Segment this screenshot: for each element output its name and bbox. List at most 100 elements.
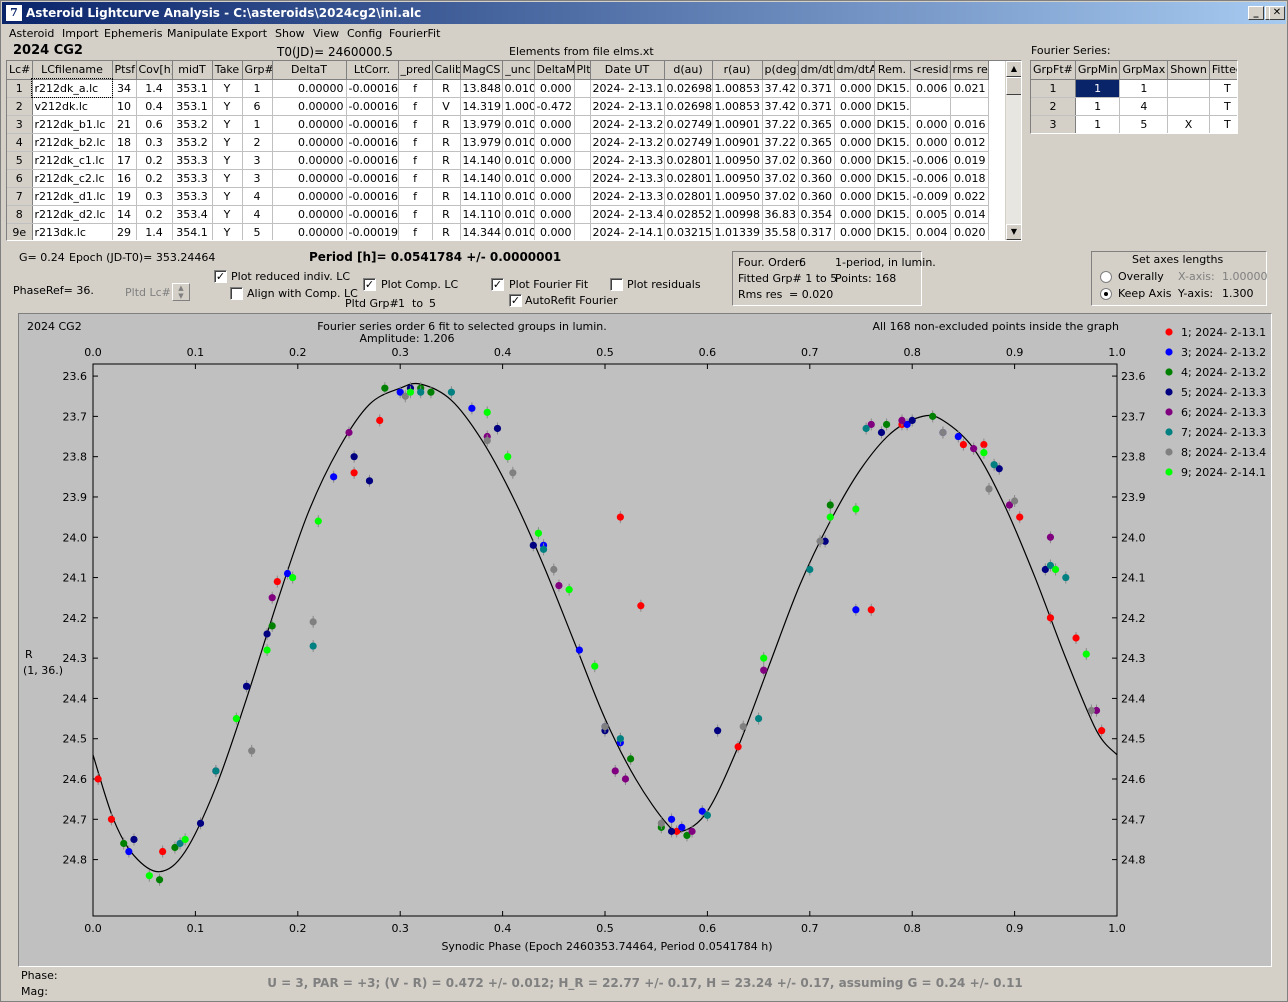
table-cell[interactable]: 0.010 [502, 133, 535, 152]
table-cell[interactable]: f [398, 169, 433, 188]
table-cell[interactable]: 2024- 2-13.1 [590, 79, 665, 98]
table-cell[interactable]: 353.3 [172, 151, 213, 170]
column-header[interactable]: dm/dt [798, 61, 835, 80]
table-cell[interactable]: 0.317 [798, 223, 835, 240]
pltd-grp-from[interactable]: 1 [398, 297, 405, 310]
table-cell[interactable]: 14 [112, 205, 137, 224]
table-cell[interactable]: 16 [112, 169, 137, 188]
table-cell[interactable] [950, 97, 989, 116]
table-cell[interactable]: -0.00016 [346, 79, 399, 98]
table-cell[interactable]: 1.4 [136, 223, 173, 240]
table-cell[interactable]: 10 [112, 97, 137, 116]
table-cell[interactable]: r212dk_b2.lc [32, 133, 113, 152]
table-cell[interactable]: Y [212, 187, 243, 206]
table-cell[interactable]: f [398, 115, 433, 134]
table-row[interactable]: 6 r212dk_c2.lc 16 0.2 353.3 Y 3 0.00000 -0.00016… [7, 169, 989, 188]
table-cell[interactable]: 0.2 [136, 151, 173, 170]
column-header[interactable]: Take [212, 61, 243, 80]
table-cell[interactable]: R [432, 169, 461, 188]
table-cell[interactable]: 0.03215 [664, 223, 713, 240]
table-cell[interactable]: 1.00950 [712, 187, 763, 206]
table-cell[interactable] [574, 187, 591, 206]
table-cell[interactable]: 0.000 [534, 133, 575, 152]
table-cell[interactable]: 0.000 [534, 79, 575, 98]
table-cell[interactable] [910, 97, 951, 116]
overally-radio[interactable] [1100, 271, 1112, 283]
table-row[interactable]: 8 r212dk_d2.lc 14 0.2 353.4 Y 4 0.00000 -0.00016… [7, 205, 989, 224]
table-cell[interactable]: V [432, 97, 461, 116]
table-cell[interactable]: 0.004 [910, 223, 951, 240]
table-cell[interactable]: Y [212, 169, 243, 188]
table-cell[interactable]: Y [212, 115, 243, 134]
table-cell[interactable]: 0.3 [136, 187, 173, 206]
table-cell[interactable]: 36.83 [762, 205, 799, 224]
menu-config[interactable]: Config [347, 27, 383, 40]
table-cell[interactable]: 0.02801 [664, 187, 713, 206]
table-cell[interactable]: 1.01339 [712, 223, 763, 240]
align-comp-checkbox[interactable] [230, 287, 243, 300]
table-cell[interactable]: R [432, 187, 461, 206]
table-row[interactable]: 7 r212dk_d1.lc 19 0.3 353.3 Y 4 0.00000 -0.00016… [7, 187, 989, 206]
lightcurve-plot-panel[interactable]: 2024 CG2 Fourier series order 6 fit to s… [18, 313, 1272, 967]
table-cell[interactable]: 14.140 [460, 169, 503, 188]
table-cell[interactable]: 0.000 [834, 187, 875, 206]
table-cell[interactable]: 0.012 [950, 133, 989, 152]
column-header[interactable]: Ptsf [112, 61, 137, 80]
table-cell[interactable]: 0.010 [502, 187, 535, 206]
menu-view[interactable]: View [313, 27, 340, 40]
table-cell[interactable]: 37.02 [762, 169, 799, 188]
table-cell[interactable]: 0.00000 [272, 169, 347, 188]
menu-manipulate[interactable]: Manipulate [167, 27, 229, 40]
table-cell[interactable]: 4 [1119, 97, 1169, 116]
table-scrollbar[interactable]: ▲ ▼ [1005, 61, 1021, 240]
table-cell[interactable]: -0.009 [910, 187, 951, 206]
row-number[interactable]: 9e [7, 223, 33, 240]
table-cell[interactable]: 29 [112, 223, 137, 240]
table-cell[interactable]: 4 [242, 187, 273, 206]
table-cell[interactable]: 0.371 [798, 79, 835, 98]
table-cell[interactable]: 0.00000 [272, 151, 347, 170]
row-number[interactable]: 2 [7, 97, 33, 116]
table-cell[interactable]: 0.000 [534, 223, 575, 240]
row-number[interactable]: 4 [7, 133, 33, 152]
table-cell[interactable]: T [1209, 97, 1237, 116]
table-cell[interactable]: 0.000 [834, 133, 875, 152]
table-cell[interactable]: 0.00000 [272, 97, 347, 116]
table-cell[interactable]: 37.02 [762, 187, 799, 206]
table-cell[interactable]: 0.000 [834, 169, 875, 188]
keep-axis-radio[interactable] [1100, 288, 1112, 300]
table-cell[interactable]: 14.110 [460, 205, 503, 224]
column-header[interactable]: Rem. [874, 61, 911, 80]
table-cell[interactable]: 0.018 [950, 169, 989, 188]
table-cell[interactable]: -0.00016 [346, 169, 399, 188]
table-cell[interactable]: 0.360 [798, 151, 835, 170]
row-number[interactable]: 7 [7, 187, 33, 206]
table-cell[interactable]: 353.3 [172, 187, 213, 206]
table-cell[interactable]: f [398, 205, 433, 224]
table-cell[interactable]: 0.010 [502, 79, 535, 98]
table-cell[interactable]: 0.4 [136, 97, 173, 116]
table-cell[interactable]: 0.000 [534, 187, 575, 206]
menu-fourierfit[interactable]: FourierFit [389, 27, 441, 40]
table-row[interactable]: 4 r212dk_b2.lc 18 0.3 353.2 Y 2 0.00000 -0.00016… [7, 133, 989, 152]
table-cell[interactable]: -0.00016 [346, 133, 399, 152]
table-cell[interactable]: f [398, 97, 433, 116]
menu-show[interactable]: Show [275, 27, 305, 40]
table-cell[interactable]: 1.000 [502, 97, 535, 116]
table-cell[interactable]: 1 [1119, 79, 1169, 98]
table-cell[interactable]: -0.00016 [346, 115, 399, 134]
table-cell[interactable]: 353.1 [172, 79, 213, 98]
table-cell[interactable]: X [1167, 115, 1210, 133]
table-cell[interactable]: 1 [1075, 79, 1121, 98]
table-cell[interactable]: r212dk_c1.lc [32, 151, 113, 170]
column-header[interactable]: _pred. [398, 61, 433, 80]
table-cell[interactable]: 0.354 [798, 205, 835, 224]
table-cell[interactable]: 353.1 [172, 97, 213, 116]
table-cell[interactable]: f [398, 133, 433, 152]
table-cell[interactable]: 0.6 [136, 115, 173, 134]
table-cell[interactable]: 0.010 [502, 205, 535, 224]
table-cell[interactable]: 1.00901 [712, 133, 763, 152]
table-cell[interactable]: 14.344 [460, 223, 503, 240]
column-header[interactable]: Shown [1167, 61, 1210, 80]
table-cell[interactable]: 0.000 [834, 79, 875, 98]
